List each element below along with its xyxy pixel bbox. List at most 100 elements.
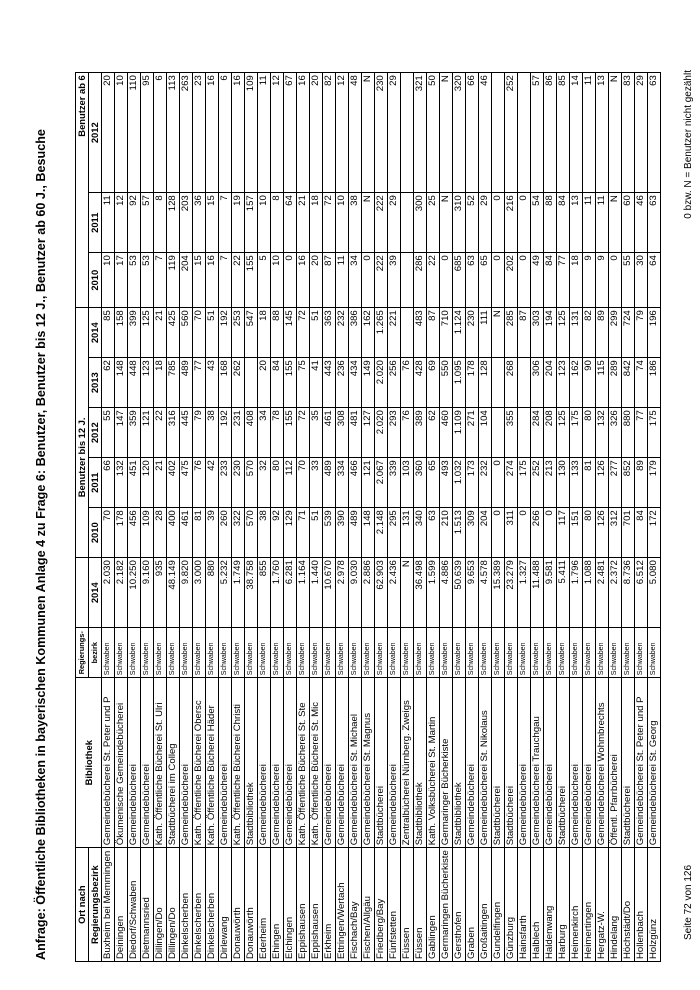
- cell-bis12-2014: 230: [465, 307, 479, 358]
- cell-ort: Ettringen/Wertach: [335, 847, 349, 962]
- cell-ort: Elchingen: [283, 847, 297, 962]
- cell-bis12-2011: 112: [283, 457, 297, 508]
- cell-bezirk: Schwaben: [335, 627, 349, 678]
- cell-ort: Hainsfarth: [517, 847, 531, 962]
- cell-bibliothek: Gemeindebücherei: [517, 677, 531, 848]
- cell-benutzer-2014: 2.030: [101, 557, 115, 628]
- cell-ab60-2011: 36: [192, 192, 206, 253]
- cell-ab60-2010: 7: [218, 252, 232, 308]
- cell-ab60-2012: 6: [153, 72, 167, 193]
- cell-bezirk: Schwaben: [491, 627, 505, 678]
- table-row: Donauwörth Kath. Öffentliche Bücherei Chr…: [231, 72, 245, 962]
- cell-bis12-2014: 253: [231, 307, 245, 358]
- cell-benutzer-2014: 50.639: [452, 557, 466, 628]
- cell-bis12-2011: 70: [296, 457, 310, 508]
- cell-bis12-2013: 178: [465, 357, 479, 408]
- cell-ab60-2012: N: [361, 72, 375, 193]
- cell-bis12-2010: 266: [530, 507, 544, 558]
- cell-bezirk: Schwaben: [361, 627, 375, 678]
- cell-ab60-2012: [400, 72, 414, 193]
- cell-benutzer-2014: 935: [153, 557, 167, 628]
- cell-bis12-2012: 125: [556, 407, 570, 458]
- cell-bibliothek: Gemeindebücherei: [283, 677, 297, 848]
- cell-bezirk: Schwaben: [153, 627, 167, 678]
- cell-bis12-2014: 125: [556, 307, 570, 358]
- cell-ab60-2012: 6: [218, 72, 232, 193]
- cell-ab60-2010: 9: [582, 252, 596, 308]
- cell-bis12-2010: 51: [309, 507, 323, 558]
- cell-bibliothek: Gemeindebücherei: [322, 677, 336, 848]
- table-row: Graben Gemeindebücherei Schwaben 9.653 309 17…: [465, 72, 479, 962]
- cell-bis12-2012: 1.109: [452, 407, 466, 458]
- cell-bezirk: Schwaben: [608, 627, 622, 678]
- cell-ort: Günzburg: [504, 847, 518, 962]
- cell-ab60-2012: N: [439, 72, 453, 193]
- header-benutzer-2014: 2014: [88, 557, 102, 628]
- cell-bis12-2012: [517, 407, 531, 458]
- cell-bis12-2014: 192: [218, 307, 232, 358]
- cell-bis12-2011: 80: [270, 457, 284, 508]
- cell-bis12-2011: 339: [387, 457, 401, 508]
- header-bis12-2012: 2012: [88, 407, 102, 458]
- cell-ab60-2011: 300: [413, 192, 427, 253]
- cell-bis12-2010: 0: [491, 507, 505, 558]
- cell-ab60-2012: 109: [244, 72, 258, 193]
- cell-ab60-2010: 30: [634, 252, 648, 308]
- cell-bibliothek: Gemeindebücherei: [582, 677, 596, 848]
- cell-bis12-2011: 213: [543, 457, 557, 508]
- cell-bibliothek: Stadtbücherei: [556, 677, 570, 848]
- cell-bis12-2014: 79: [634, 307, 648, 358]
- cell-bis12-2011: 230: [231, 457, 245, 508]
- cell-ab60-2011: 310: [452, 192, 466, 253]
- cell-bezirk: Schwaben: [140, 627, 154, 678]
- cell-bis12-2011: 252: [530, 457, 544, 508]
- cell-benutzer-2014: 1.164: [296, 557, 310, 628]
- cell-benutzer-2014: 36.498: [413, 557, 427, 628]
- cell-ab60-2012: 29: [634, 72, 648, 193]
- cell-bibliothek: Stadtbücherei: [504, 677, 518, 848]
- cell-bis12-2014: 111: [478, 307, 492, 358]
- cell-bis12-2012: 326: [608, 407, 622, 458]
- cell-bibliothek: Gemeindebücherei: [179, 677, 193, 848]
- cell-ab60-2011: 10: [257, 192, 271, 253]
- cell-bis12-2010: 80: [582, 507, 596, 558]
- cell-bis12-2012: 481: [348, 407, 362, 458]
- cell-bis12-2010: 39: [205, 507, 219, 558]
- cell-ort: Donauwörth: [244, 847, 258, 962]
- cell-bis12-2013: 20: [257, 357, 271, 408]
- cell-bezirk: Schwaben: [205, 627, 219, 678]
- cell-ab60-2012: 48: [348, 72, 362, 193]
- table-row: Haldenwang Gemeindebücherei Schwaben 9.581 0…: [543, 72, 557, 962]
- cell-ab60-2010: 0: [439, 252, 453, 308]
- cell-bezirk: Schwaben: [582, 627, 596, 678]
- table-row: Dillingen/Do Kath. Öffentliche Bücherei S…: [153, 72, 167, 962]
- cell-ab60-2011: 57: [140, 192, 154, 253]
- cell-bis12-2011: 126: [595, 457, 609, 508]
- cell-bezirk: Schwaben: [192, 627, 206, 678]
- cell-bezirk: Schwaben: [634, 627, 648, 678]
- cell-bis12-2010: 311: [504, 507, 518, 558]
- cell-bis12-2010: 131: [400, 507, 414, 558]
- cell-ort: Buxheim bei Memmingen: [101, 847, 115, 962]
- cell-ab60-2011: 203: [179, 192, 193, 253]
- cell-bis12-2012: 79: [192, 407, 206, 458]
- cell-bis12-2010: 461: [179, 507, 193, 558]
- cell-ort: Hergatz-W.: [595, 847, 609, 962]
- cell-ab60-2010: 0: [491, 252, 505, 308]
- cell-bibliothek: Gemeindebücherei: [569, 677, 583, 848]
- cell-bis12-2011: 175: [517, 457, 531, 508]
- cell-bezirk: Schwaben: [530, 627, 544, 678]
- cell-bis12-2011: 0: [491, 457, 505, 508]
- cell-bis12-2011: 133: [569, 457, 583, 508]
- cell-bibliothek: Kath. Öffentliche Bücherei St. Mic: [309, 677, 323, 848]
- cell-bis12-2010: 340: [413, 507, 427, 558]
- cell-ab60-2011: 11: [101, 192, 115, 253]
- cell-ab60-2012: 50: [426, 72, 440, 193]
- cell-bis12-2013: 1.095: [452, 357, 466, 408]
- cell-bibliothek: Zentralbücherei Nürnberg. Zweigs: [400, 677, 414, 848]
- cell-benutzer-2014: 9.581: [543, 557, 557, 628]
- cell-ort: Gersthofen: [452, 847, 466, 962]
- cell-bis12-2012: 316: [166, 407, 180, 458]
- cell-bezirk: Schwaben: [218, 627, 232, 678]
- cell-benutzer-2014: 5.232: [218, 557, 232, 628]
